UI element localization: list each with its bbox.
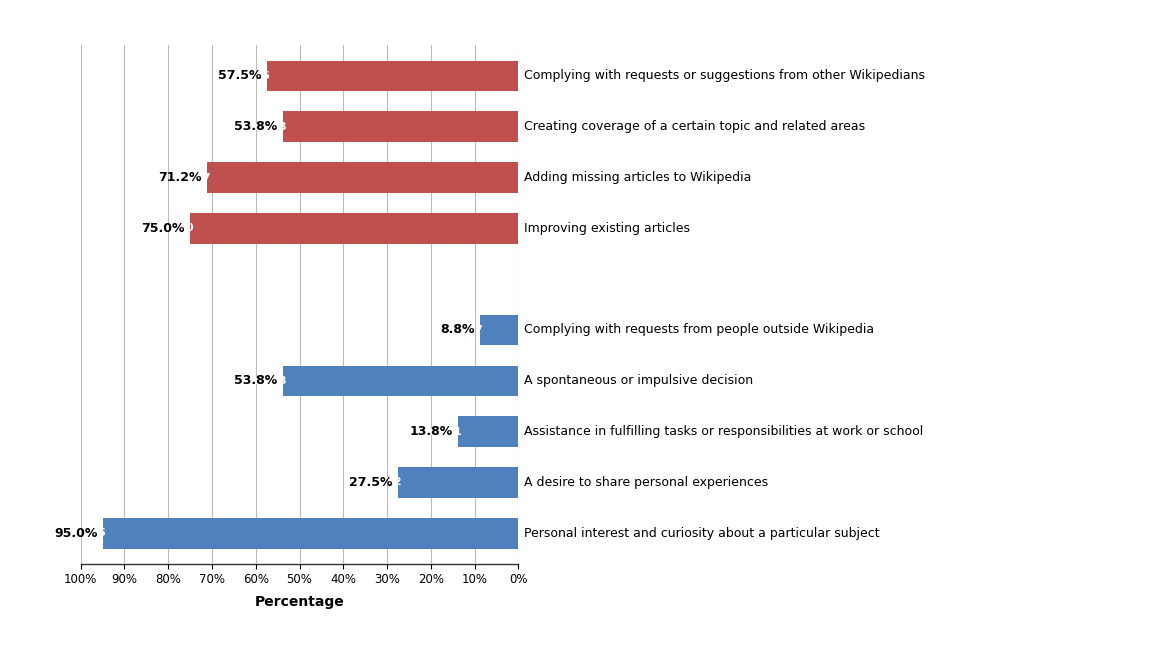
Text: 95.0%: 95.0% [54, 527, 97, 540]
X-axis label: Percentage: Percentage [255, 595, 344, 609]
Bar [283, 111, 518, 142]
Text: n=7: n=7 [458, 325, 484, 335]
Text: Complying with requests from people outside Wikipedia: Complying with requests from people outs… [524, 323, 874, 336]
Bar [458, 417, 518, 447]
Text: n=43: n=43 [253, 122, 287, 132]
Text: n=76: n=76 [74, 528, 106, 538]
Text: n=11: n=11 [429, 426, 462, 437]
Bar [103, 518, 518, 548]
Text: n=43: n=43 [253, 376, 287, 386]
Text: n=46: n=46 [237, 71, 271, 81]
Text: 71.2%: 71.2% [158, 171, 202, 184]
Text: Assistance in fulfilling tasks or responsibilities at work or school: Assistance in fulfilling tasks or respon… [524, 425, 924, 438]
Bar [190, 213, 518, 244]
Bar [206, 162, 518, 192]
Text: Improving existing articles: Improving existing articles [524, 222, 690, 235]
Text: 27.5%: 27.5% [349, 476, 393, 489]
Text: 53.8%: 53.8% [234, 120, 278, 133]
Text: n=57: n=57 [177, 172, 210, 183]
Text: 8.8%: 8.8% [440, 323, 475, 336]
Text: A spontaneous or impulsive decision: A spontaneous or impulsive decision [524, 375, 753, 388]
Text: A desire to share personal experiences: A desire to share personal experiences [524, 476, 768, 489]
Bar [266, 61, 518, 91]
Text: n=60: n=60 [161, 224, 194, 233]
Text: Adding missing articles to Wikipedia: Adding missing articles to Wikipedia [524, 171, 751, 184]
Text: Creating coverage of a certain topic and related areas: Creating coverage of a certain topic and… [524, 120, 865, 133]
Text: 75.0%: 75.0% [142, 222, 184, 235]
Bar [399, 467, 518, 498]
Text: 57.5%: 57.5% [218, 69, 262, 82]
Bar [283, 365, 518, 396]
Text: 53.8%: 53.8% [234, 375, 278, 388]
Text: Personal interest and curiosity about a particular subject: Personal interest and curiosity about a … [524, 527, 880, 540]
Bar [480, 315, 518, 345]
Text: 13.8%: 13.8% [409, 425, 453, 438]
Text: Complying with requests or suggestions from other Wikipedians: Complying with requests or suggestions f… [524, 69, 925, 82]
Text: n=22: n=22 [369, 478, 402, 487]
